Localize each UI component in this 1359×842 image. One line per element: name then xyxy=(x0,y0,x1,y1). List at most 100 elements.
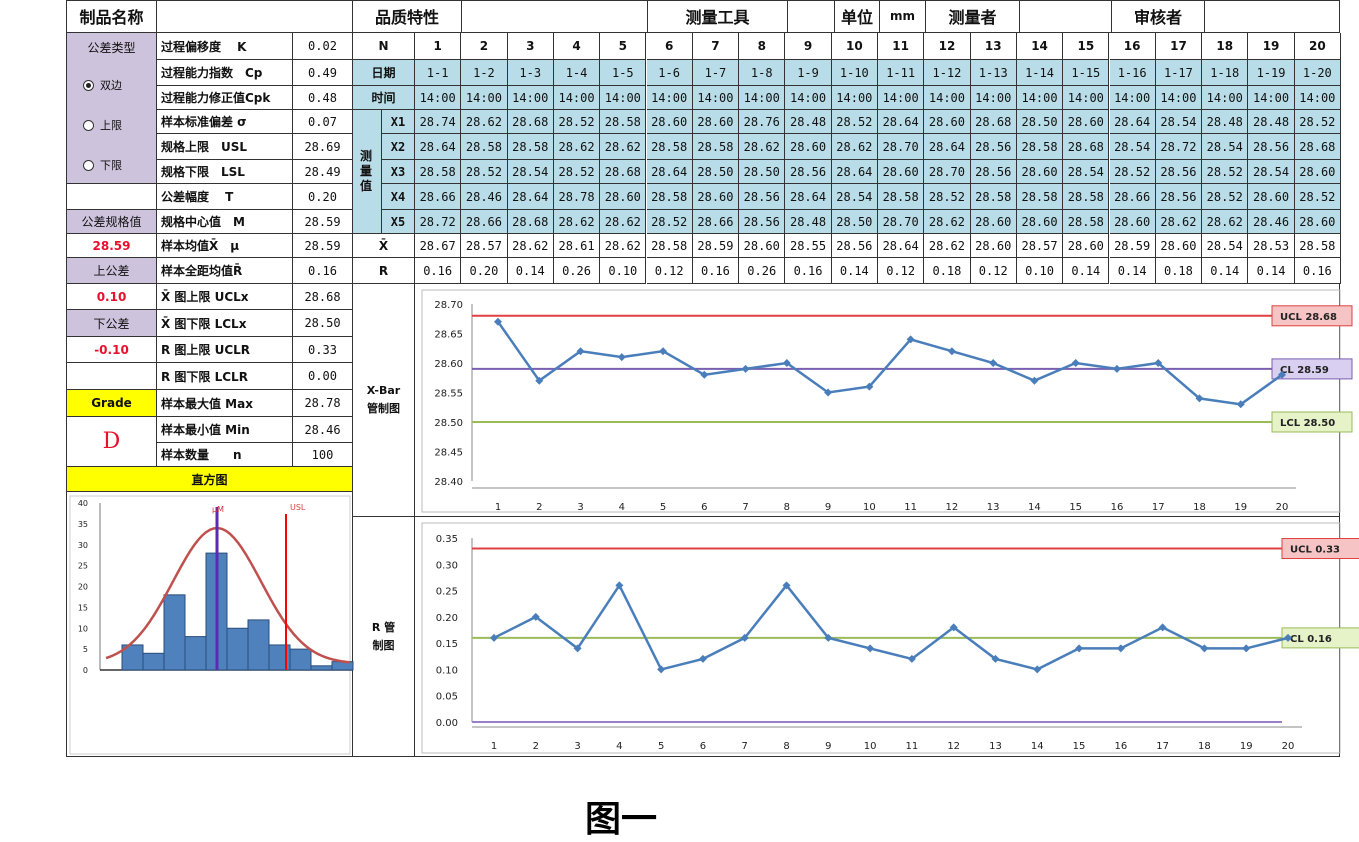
measure-cell[interactable]: 28.52 xyxy=(553,110,601,134)
measurer-field[interactable] xyxy=(1020,0,1112,33)
time-cell[interactable]: 14:00 xyxy=(785,86,832,110)
measure-cell[interactable]: 28.60 xyxy=(1109,210,1156,234)
measure-cell[interactable]: 28.52 xyxy=(1294,110,1341,134)
date-cell[interactable]: 1-16 xyxy=(1109,60,1156,86)
time-cell[interactable]: 14:00 xyxy=(1202,86,1249,110)
product-name-field[interactable] xyxy=(157,0,353,33)
measure-cell[interactable]: 28.56 xyxy=(1155,184,1203,210)
measure-cell[interactable]: 28.54 xyxy=(1063,160,1110,184)
measure-cell[interactable]: 28.50 xyxy=(1016,110,1064,134)
measure-cell[interactable]: 28.50 xyxy=(739,160,786,184)
measure-cell[interactable]: 28.46 xyxy=(1248,210,1295,234)
measure-cell[interactable]: 28.58 xyxy=(415,160,462,184)
measure-cell[interactable]: 28.52 xyxy=(646,210,693,234)
date-cell[interactable]: 1-18 xyxy=(1202,60,1249,86)
measure-cell[interactable]: 28.64 xyxy=(507,184,554,210)
date-cell[interactable]: 1-17 xyxy=(1155,60,1203,86)
upper-tolerance-value[interactable]: 0.10 xyxy=(67,284,157,310)
measure-cell[interactable]: 28.52 xyxy=(1202,160,1249,184)
measure-cell[interactable]: 28.68 xyxy=(1294,134,1341,160)
measure-cell[interactable]: 28.56 xyxy=(970,134,1017,160)
measure-cell[interactable]: 28.70 xyxy=(924,160,971,184)
time-cell[interactable]: 14:00 xyxy=(415,86,462,110)
measure-cell[interactable]: 28.56 xyxy=(970,160,1017,184)
measure-cell[interactable]: 28.58 xyxy=(1063,184,1110,210)
time-cell[interactable]: 14:00 xyxy=(692,86,740,110)
measure-cell[interactable]: 28.66 xyxy=(415,184,462,210)
time-cell[interactable]: 14:00 xyxy=(1016,86,1064,110)
measure-cell[interactable]: 28.64 xyxy=(415,134,462,160)
measure-cell[interactable]: 28.64 xyxy=(1109,110,1156,134)
lower-tolerance-value[interactable]: -0.10 xyxy=(67,337,157,363)
measure-cell[interactable]: 28.56 xyxy=(739,210,786,234)
measure-cell[interactable]: 28.60 xyxy=(646,110,693,134)
measure-cell[interactable]: 28.54 xyxy=(831,184,878,210)
time-cell[interactable]: 14:00 xyxy=(1109,86,1156,110)
measure-cell[interactable]: 28.58 xyxy=(461,134,508,160)
measure-cell[interactable]: 28.58 xyxy=(1016,134,1064,160)
measure-cell[interactable]: 28.64 xyxy=(785,184,832,210)
date-cell[interactable]: 1-2 xyxy=(461,60,508,86)
measure-cell[interactable]: 28.68 xyxy=(507,210,554,234)
time-cell[interactable]: 14:00 xyxy=(1063,86,1110,110)
measure-cell[interactable]: 28.60 xyxy=(785,134,832,160)
time-cell[interactable]: 14:00 xyxy=(646,86,693,110)
measure-cell[interactable]: 28.52 xyxy=(461,160,508,184)
measure-cell[interactable]: 28.62 xyxy=(1202,210,1249,234)
measure-cell[interactable]: 28.50 xyxy=(831,210,878,234)
measure-cell[interactable]: 28.60 xyxy=(600,184,647,210)
measure-cell[interactable]: 28.58 xyxy=(646,134,693,160)
measure-cell[interactable]: 28.52 xyxy=(1109,160,1156,184)
measure-cell[interactable]: 28.62 xyxy=(600,134,647,160)
measure-cell[interactable]: 28.62 xyxy=(553,210,601,234)
measure-cell[interactable]: 28.60 xyxy=(1016,160,1064,184)
measure-cell[interactable]: 28.66 xyxy=(461,210,508,234)
tolerance-type-radio-1[interactable]: 上限 xyxy=(83,117,122,133)
measure-cell[interactable]: 28.64 xyxy=(878,110,925,134)
measure-cell[interactable]: 28.76 xyxy=(739,110,786,134)
time-cell[interactable]: 14:00 xyxy=(461,86,508,110)
measure-cell[interactable]: 28.70 xyxy=(878,210,925,234)
date-cell[interactable]: 1-5 xyxy=(600,60,647,86)
measure-cell[interactable]: 28.62 xyxy=(553,134,601,160)
measure-cell[interactable]: 28.66 xyxy=(692,210,740,234)
measure-cell[interactable]: 28.58 xyxy=(646,184,693,210)
date-cell[interactable]: 1-7 xyxy=(692,60,740,86)
spec-value[interactable]: 28.59 xyxy=(67,234,157,258)
measure-cell[interactable]: 28.70 xyxy=(878,134,925,160)
measure-cell[interactable]: 28.58 xyxy=(1063,210,1110,234)
measure-cell[interactable]: 28.66 xyxy=(1109,184,1156,210)
date-cell[interactable]: 1-14 xyxy=(1016,60,1064,86)
time-cell[interactable]: 14:00 xyxy=(1294,86,1341,110)
measure-cell[interactable]: 28.52 xyxy=(553,160,601,184)
tolerance-type-radio-2[interactable]: 下限 xyxy=(83,157,122,173)
measure-cell[interactable]: 28.58 xyxy=(1016,184,1064,210)
measure-cell[interactable]: 28.58 xyxy=(970,184,1017,210)
measure-cell[interactable]: 28.62 xyxy=(739,134,786,160)
date-cell[interactable]: 1-12 xyxy=(924,60,971,86)
date-cell[interactable]: 1-9 xyxy=(785,60,832,86)
tool-field[interactable] xyxy=(788,0,835,33)
date-cell[interactable]: 1-1 xyxy=(415,60,462,86)
measure-cell[interactable]: 28.54 xyxy=(1155,110,1203,134)
measure-cell[interactable]: 28.60 xyxy=(692,184,740,210)
measure-cell[interactable]: 28.48 xyxy=(1202,110,1249,134)
measure-cell[interactable]: 28.54 xyxy=(1202,134,1249,160)
measure-cell[interactable]: 28.72 xyxy=(415,210,462,234)
measure-cell[interactable]: 28.52 xyxy=(1294,184,1341,210)
measure-cell[interactable]: 28.64 xyxy=(646,160,693,184)
date-cell[interactable]: 1-10 xyxy=(831,60,878,86)
date-cell[interactable]: 1-6 xyxy=(646,60,693,86)
date-cell[interactable]: 1-20 xyxy=(1294,60,1341,86)
measure-cell[interactable]: 28.68 xyxy=(970,110,1017,134)
measure-cell[interactable]: 28.54 xyxy=(1109,134,1156,160)
measure-cell[interactable]: 28.52 xyxy=(831,110,878,134)
measure-cell[interactable]: 28.60 xyxy=(692,110,740,134)
measure-cell[interactable]: 28.48 xyxy=(785,110,832,134)
date-cell[interactable]: 1-8 xyxy=(739,60,786,86)
measure-cell[interactable]: 28.60 xyxy=(924,110,971,134)
measure-cell[interactable]: 28.50 xyxy=(692,160,740,184)
date-cell[interactable]: 1-15 xyxy=(1063,60,1110,86)
date-cell[interactable]: 1-4 xyxy=(553,60,601,86)
measure-cell[interactable]: 28.56 xyxy=(1155,160,1203,184)
